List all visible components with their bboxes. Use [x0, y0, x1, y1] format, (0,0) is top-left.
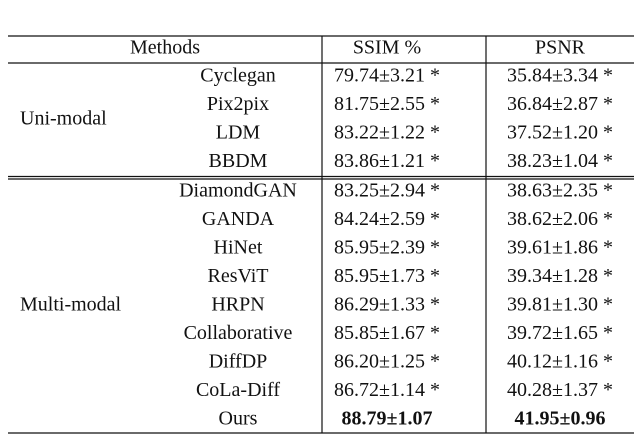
method-cell: Pix2pix	[207, 93, 269, 115]
group-label: Uni-modal	[20, 107, 107, 129]
method-cell: Cyclegan	[200, 65, 276, 87]
ssim-cell: 86.20±1.25 *	[334, 351, 440, 373]
ssim-cell: 79.74±3.21 *	[334, 65, 440, 87]
psnr-cell: 38.63±2.35 *	[507, 180, 613, 202]
method-cell: HiNet	[214, 237, 263, 259]
method-cell: Ours	[219, 408, 258, 430]
psnr-cell: 35.84±3.34 *	[507, 65, 613, 87]
header-cell: PSNR	[535, 37, 586, 59]
psnr-cell: 37.52±1.20 *	[507, 122, 613, 144]
ssim-cell: 85.85±1.67 *	[334, 322, 440, 344]
ssim-cell: 85.95±1.73 *	[334, 265, 440, 287]
ssim-cell: 81.75±2.55 *	[334, 93, 440, 115]
method-cell: Collaborative	[184, 322, 293, 344]
ssim-cell: 84.24±2.59 *	[334, 208, 440, 230]
method-cell: DiamondGAN	[179, 180, 297, 202]
method-cell: CoLa-Diff	[196, 379, 280, 401]
ssim-cell: 88.79±1.07	[342, 408, 433, 430]
psnr-cell: 36.84±2.87 *	[507, 93, 613, 115]
ssim-cell: 85.95±2.39 *	[334, 237, 440, 259]
header-cell: SSIM %	[353, 37, 421, 59]
psnr-cell: 41.95±0.96	[515, 408, 606, 430]
method-cell: ResViT	[207, 265, 268, 287]
psnr-cell: 39.34±1.28 *	[507, 265, 613, 287]
ssim-cell: 86.29±1.33 *	[334, 294, 440, 316]
group-label: Multi-modal	[20, 294, 122, 316]
method-cell: HRPN	[211, 294, 264, 316]
psnr-cell: 39.81±1.30 *	[507, 294, 613, 316]
ssim-cell: 83.86±1.21 *	[334, 150, 440, 172]
psnr-cell: 38.23±1.04 *	[507, 150, 613, 172]
method-cell: BBDM	[209, 150, 268, 172]
psnr-cell: 39.61±1.86 *	[507, 237, 613, 259]
header-cell: Methods	[130, 37, 200, 59]
ssim-cell: 86.72±1.14 *	[334, 379, 440, 401]
ssim-cell: 83.25±2.94 *	[334, 180, 440, 202]
psnr-cell: 40.12±1.16 *	[507, 351, 613, 373]
psnr-cell: 39.72±1.65 *	[507, 322, 613, 344]
method-cell: GANDA	[202, 208, 275, 230]
method-cell: DiffDP	[209, 351, 268, 373]
psnr-cell: 40.28±1.37 *	[507, 379, 613, 401]
psnr-cell: 38.62±2.06 *	[507, 208, 613, 230]
method-cell: LDM	[216, 122, 261, 144]
ssim-cell: 83.22±1.22 *	[334, 122, 440, 144]
